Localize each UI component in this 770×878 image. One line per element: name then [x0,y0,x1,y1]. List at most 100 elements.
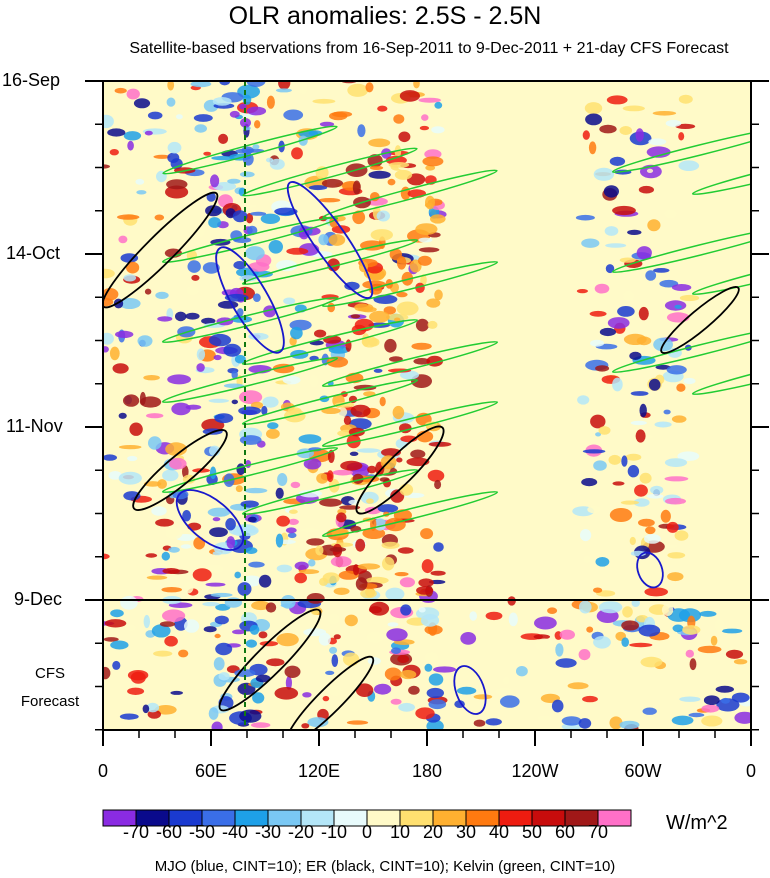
anomaly-cell [367,657,381,665]
anomaly-cell [577,395,590,405]
anomaly-cell [576,289,589,294]
anomaly-cell [353,564,359,576]
anomaly-cell [175,311,187,322]
anomaly-cell [605,243,627,248]
anomaly-cell [590,414,606,429]
anomaly-cell [652,111,677,116]
anomaly-cell [533,634,550,640]
anomaly-cell [298,489,323,498]
anomaly-cell [387,622,399,627]
anomaly-cell [263,305,277,318]
anomaly-cell [275,88,292,93]
colorbar-label: 0 [361,822,372,842]
anomaly-cell [287,407,302,415]
anomaly-cell [387,178,396,186]
anomaly-cell [218,672,230,681]
overlay-legend: MJO (blue, CINT=10); ER (black, CINT=10)… [154,858,616,875]
anomaly-cell [165,526,183,540]
anomaly-cell [605,264,615,274]
anomaly-cell [537,715,552,721]
anomaly-cell [534,616,557,630]
anomaly-cell [633,498,650,507]
anomaly-cell [415,318,429,332]
anomaly-cell [167,141,182,154]
anomaly-cell [674,530,689,541]
anomaly-cell [639,472,652,484]
anomaly-cell [164,635,178,647]
anomaly-cell [394,145,402,158]
anomaly-cell [665,119,682,127]
anomaly-cell [400,604,412,616]
anomaly-cell [394,169,413,180]
anomaly-cell [502,676,510,685]
anomaly-cell [211,155,235,161]
anomaly-cell [638,306,649,321]
anomaly-cell [252,270,273,278]
anomaly-cell [609,156,626,166]
kelvin-contour [321,490,499,538]
kelvin-contour [611,326,751,374]
anomaly-cell [418,237,433,243]
anomaly-cell [143,614,150,629]
anomaly-cell [424,663,433,672]
anomaly-cell [646,168,654,173]
anomaly-cell [366,631,385,644]
anomaly-cell [120,595,138,610]
anomaly-cell [318,234,329,246]
colorbar-label: 20 [422,822,444,842]
anomaly-cell [328,685,342,697]
anomaly-cell [147,111,163,120]
anomaly-cell [420,274,427,286]
anomaly-cell [594,283,610,294]
anomaly-cell [416,586,434,595]
anomaly-cell [126,261,140,274]
anomaly-cell [290,481,301,489]
anomaly-cell [103,637,119,642]
anomaly-cell [661,603,674,617]
anomaly-cell [358,148,369,157]
anomaly-cell [379,477,390,482]
anomaly-cell [630,420,647,426]
anomaly-cell [415,282,425,293]
anomaly-cell [586,626,594,633]
mjo-contour [215,246,285,354]
kelvin-contour [161,216,339,264]
anomaly-cell [421,559,434,574]
anomaly-cell [666,312,690,323]
mjo-contour [175,489,245,551]
anomaly-cell [294,561,309,570]
anomaly-cell [245,246,265,261]
anomaly-cell [214,615,229,625]
anomaly-cell [237,84,260,99]
forecast-label: Forecast [20,693,80,710]
anomaly-cell [191,274,200,281]
anomaly-cell [410,449,426,459]
anomaly-cell [176,114,183,120]
anomaly-cell [169,457,187,470]
anomaly-cell [231,370,238,380]
anomaly-cell [202,602,220,607]
anomaly-cell [595,557,610,567]
anomaly-cell [428,441,452,447]
kelvin-contour [162,125,338,175]
anomaly-cell [415,223,438,236]
anomaly-cell [196,348,206,361]
anomaly-cell [424,202,433,208]
anomaly-cell [654,421,672,428]
anomaly-cell [355,577,368,591]
anomaly-cell [286,247,309,255]
anomaly-cell [721,697,730,704]
anomaly-cell [208,707,219,720]
anomaly-cell [617,306,635,317]
anomaly-cell [593,167,615,181]
anomaly-cell [365,576,389,585]
anomaly-cell [239,275,258,282]
anomaly-cell [109,149,119,156]
kelvin-contour [241,318,419,366]
anomaly-cell [129,422,143,436]
anomaly-cell [598,426,611,435]
anomaly-cell [622,105,645,112]
anomaly-cell [151,506,167,516]
anomaly-cell [212,182,237,191]
anomaly-cell [103,346,109,353]
